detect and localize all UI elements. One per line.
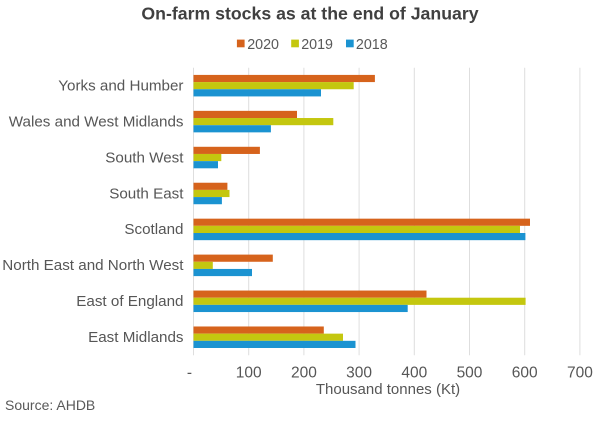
svg-text:700: 700 <box>567 364 593 381</box>
svg-text:100: 100 <box>236 364 262 381</box>
svg-text:East of England: East of England <box>76 293 183 310</box>
svg-text:400: 400 <box>401 364 427 381</box>
svg-text:2019: 2019 <box>301 37 333 53</box>
svg-text:2018: 2018 <box>356 37 388 53</box>
svg-text:300: 300 <box>346 364 372 381</box>
svg-text:200: 200 <box>291 364 317 381</box>
svg-text:Yorks and Humber: Yorks and Humber <box>58 78 183 95</box>
svg-text:500: 500 <box>457 364 483 381</box>
svg-text:Wales and West Midlands: Wales and West Midlands <box>9 113 184 130</box>
svg-text:600: 600 <box>512 364 538 381</box>
svg-text:-: - <box>187 364 192 381</box>
svg-text:Source: AHDB: Source: AHDB <box>5 397 95 413</box>
svg-text:North East and North West: North East and North West <box>2 257 184 274</box>
svg-text:Scotland: Scotland <box>124 221 183 238</box>
svg-text:Thousand tonnes (Kt): Thousand tonnes (Kt) <box>316 381 460 398</box>
svg-text:South West: South West <box>105 149 184 166</box>
svg-text:On-farm stocks as at the end o: On-farm stocks as at the end of January <box>141 3 478 23</box>
svg-text:2020: 2020 <box>247 37 279 53</box>
svg-text:East Midlands: East Midlands <box>88 329 184 346</box>
svg-text:South East: South East <box>109 185 184 202</box>
